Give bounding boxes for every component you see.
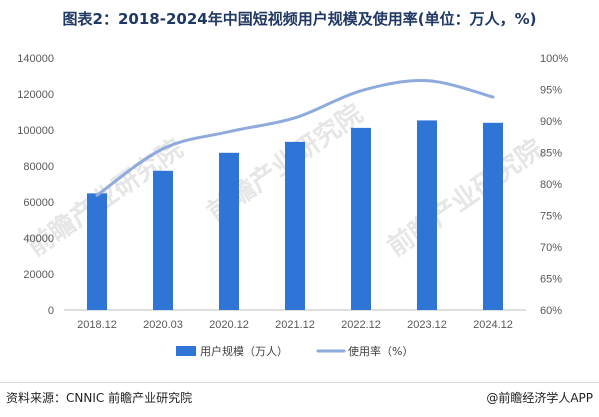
brand-label: @前瞻经济学人APP — [486, 391, 593, 405]
y-left-tick-label: 140000 — [17, 53, 54, 65]
y-left-tick-label: 0 — [48, 305, 54, 317]
y-left-tick-label: 20000 — [23, 269, 54, 281]
legend-swatch-bar — [176, 346, 196, 356]
y-left-tick-label: 60000 — [23, 197, 54, 209]
y-right-tick-label: 90% — [540, 116, 562, 128]
y-right-tick-label: 100% — [540, 53, 568, 65]
y-right-tick-label: 60% — [540, 305, 562, 317]
legend-label-bar: 用户规模（万人） — [200, 344, 288, 358]
y-right-tick-label: 85% — [540, 148, 562, 160]
y-left-tick-label: 100000 — [17, 125, 54, 137]
watermark-text: 前瞻产业研究院 — [382, 133, 549, 263]
chart-title: 图表2：2018-2024年中国短视频用户规模及使用率(单位：万人，%) — [62, 10, 537, 28]
y-left-tick-label: 120000 — [17, 89, 54, 101]
x-tick-label: 2022.12 — [341, 319, 381, 331]
y-right-tick-label: 75% — [540, 211, 562, 223]
bar-user-scale — [87, 193, 107, 310]
footer-divider — [0, 382, 599, 383]
bar-user-scale — [285, 141, 305, 310]
combo-chart: 前瞻产业研究院前瞻产业研究院前瞻产业研究院 020000400006000080… — [17, 53, 568, 358]
y-left-tick-label: 80000 — [23, 161, 54, 173]
x-tick-label: 2020.12 — [209, 319, 249, 331]
bar-user-scale — [153, 170, 173, 310]
y-left-tick-label: 40000 — [23, 233, 54, 245]
y-right-tick-label: 80% — [540, 179, 562, 191]
x-tick-label: 2023.12 — [407, 319, 447, 331]
x-tick-label: 2021.12 — [275, 319, 315, 331]
y-right-tick-label: 95% — [540, 85, 562, 97]
source-note: 资料来源：CNNIC 前瞻产业研究院 — [6, 391, 193, 405]
line-usage-rate — [95, 79, 495, 197]
x-tick-label: 2024.12 — [473, 319, 513, 331]
y-right-tick-label: 70% — [540, 242, 562, 254]
legend: 用户规模（万人） 使用率（%） — [176, 344, 413, 358]
x-tick-label: 2020.03 — [143, 319, 183, 331]
y-right-tick-label: 65% — [540, 274, 562, 286]
bar-user-scale — [483, 122, 503, 310]
bar-user-scale — [351, 127, 371, 310]
bar-user-scale — [219, 152, 239, 310]
x-tick-label: 2018.12 — [77, 319, 117, 331]
legend-label-line: 使用率（%） — [348, 344, 413, 358]
bars — [87, 120, 503, 310]
usage-line — [95, 79, 495, 197]
bar-user-scale — [417, 120, 437, 310]
